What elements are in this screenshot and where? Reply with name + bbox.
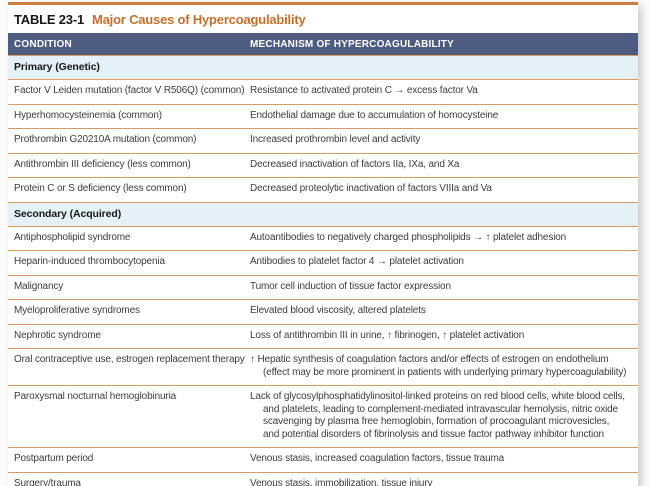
cell-condition: Factor V Leiden mutation (factor V R506Q… — [14, 85, 245, 96]
table-row: Paroxysmal nocturnal hemoglobinuria Lack… — [8, 386, 638, 448]
cell-condition: Hyperhomocysteinemia (common) — [14, 109, 162, 121]
cell-condition: Protein C or S deficiency (less common) — [14, 183, 187, 194]
cell-mechanism: Antibodies to platelet factor 4 → platel… — [250, 256, 464, 267]
cell-mechanism: Tumor cell induction of tissue factor ex… — [250, 280, 451, 292]
section-header-secondary: Secondary (Acquired) — [8, 202, 638, 227]
table-row: Oral contraceptive use, estrogen replace… — [8, 349, 638, 386]
cell-mechanism: Loss of antithrombin III in urine, ↑ fib… — [250, 329, 525, 341]
table-number-label: TABLE 23-1 — [14, 11, 84, 27]
table-row: Malignancy Tumor cell induction of tissu… — [8, 275, 638, 300]
table-row: Antithrombin III deficiency (less common… — [8, 153, 638, 178]
cell-condition: Nephrotic syndrome — [14, 329, 101, 341]
cell-mechanism: Decreased inactivation of factors IIa, I… — [250, 158, 460, 170]
column-header-condition: CONDITION — [14, 38, 72, 50]
column-header-mechanism: MECHANISM OF HYPERCOAGULABILITY — [250, 38, 454, 50]
cell-condition: Malignancy — [14, 280, 64, 292]
cell-mechanism: Autoantibodies to negatively charged pho… — [250, 231, 567, 243]
column-header-row: CONDITION MECHANISM OF HYPERCOAGULABILIT… — [8, 33, 638, 56]
cell-mechanism: Venous stasis, immobilization, tissue in… — [250, 477, 433, 486]
cell-condition: Paroxysmal nocturnal hemoglobinuria — [14, 391, 177, 402]
cell-mechanism: Venous stasis, increased coagulation fac… — [250, 453, 505, 464]
table-row: Prothrombin G20210A mutation (common) In… — [8, 129, 638, 154]
cell-condition: Surgery/trauma — [14, 477, 81, 486]
table-title-bar: TABLE 23-1 Major Causes of Hypercoagulab… — [8, 5, 638, 33]
cell-condition: Prothrombin G20210A mutation (common) — [14, 134, 197, 145]
cell-mechanism: Elevated blood viscosity, altered platel… — [250, 305, 426, 316]
table-row: Nephrotic syndrome Loss of antithrombin … — [8, 324, 638, 349]
cell-condition: Myeloproliferative syndromes — [14, 305, 140, 316]
table-title: Major Causes of Hypercoagulability — [92, 11, 306, 27]
cell-mechanism: Endothelial damage due to accumulation o… — [250, 109, 499, 121]
cell-mechanism: Lack of glycosylphosphatidylinositol-lin… — [250, 391, 625, 440]
table-row: Hyperhomocysteinemia (common) Endothelia… — [8, 104, 638, 129]
cell-mechanism: Resistance to activated protein C → exce… — [250, 85, 478, 96]
cell-condition: Antiphospholipid syndrome — [14, 231, 131, 243]
table-row: Postpartum period Venous stasis, increas… — [8, 448, 638, 473]
cell-condition: Oral contraceptive use, estrogen replace… — [14, 354, 245, 365]
cell-mechanism: Increased prothrombin level and activity — [250, 134, 421, 145]
cell-mechanism: Decreased proteolytic inactivation of fa… — [250, 183, 492, 194]
section-header-primary: Primary (Genetic) — [8, 56, 638, 80]
table-row: Surgery/trauma Venous stasis, immobiliza… — [8, 472, 638, 486]
hypercoagulability-table: TABLE 23-1 Major Causes of Hypercoagulab… — [8, 2, 638, 486]
table-row: Protein C or S deficiency (less common) … — [8, 178, 638, 203]
cell-condition: Antithrombin III deficiency (less common… — [14, 158, 191, 170]
table-row: Factor V Leiden mutation (factor V R506Q… — [8, 80, 638, 105]
cell-mechanism: ↑ Hepatic synthesis of coagulation facto… — [250, 354, 627, 378]
table-row: Heparin-induced thrombocytopenia Antibod… — [8, 251, 638, 276]
cell-condition: Heparin-induced thrombocytopenia — [14, 256, 165, 267]
table-row: Antiphospholipid syndrome Autoantibodies… — [8, 226, 638, 251]
table-row: Myeloproliferative syndromes Elevated bl… — [8, 300, 638, 325]
cell-condition: Postpartum period — [14, 453, 94, 464]
